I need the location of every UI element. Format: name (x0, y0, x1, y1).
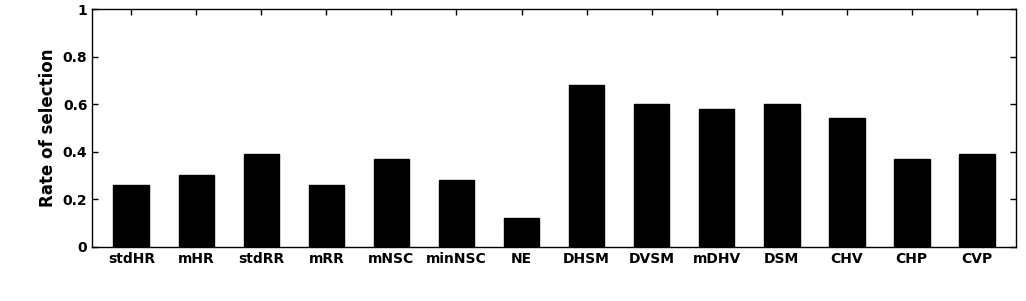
Bar (959, 154, 994, 247)
Bar (179, 175, 214, 247)
Y-axis label: Rate of selection: Rate of selection (39, 49, 57, 207)
Bar (829, 118, 865, 247)
Bar (309, 185, 345, 247)
Bar (894, 159, 930, 247)
Bar (763, 104, 799, 247)
Bar (373, 159, 409, 247)
Bar (243, 154, 279, 247)
Bar (504, 218, 540, 247)
Bar (439, 180, 474, 247)
Bar (634, 104, 670, 247)
Bar (568, 85, 604, 247)
Bar (114, 185, 149, 247)
Bar (699, 109, 735, 247)
